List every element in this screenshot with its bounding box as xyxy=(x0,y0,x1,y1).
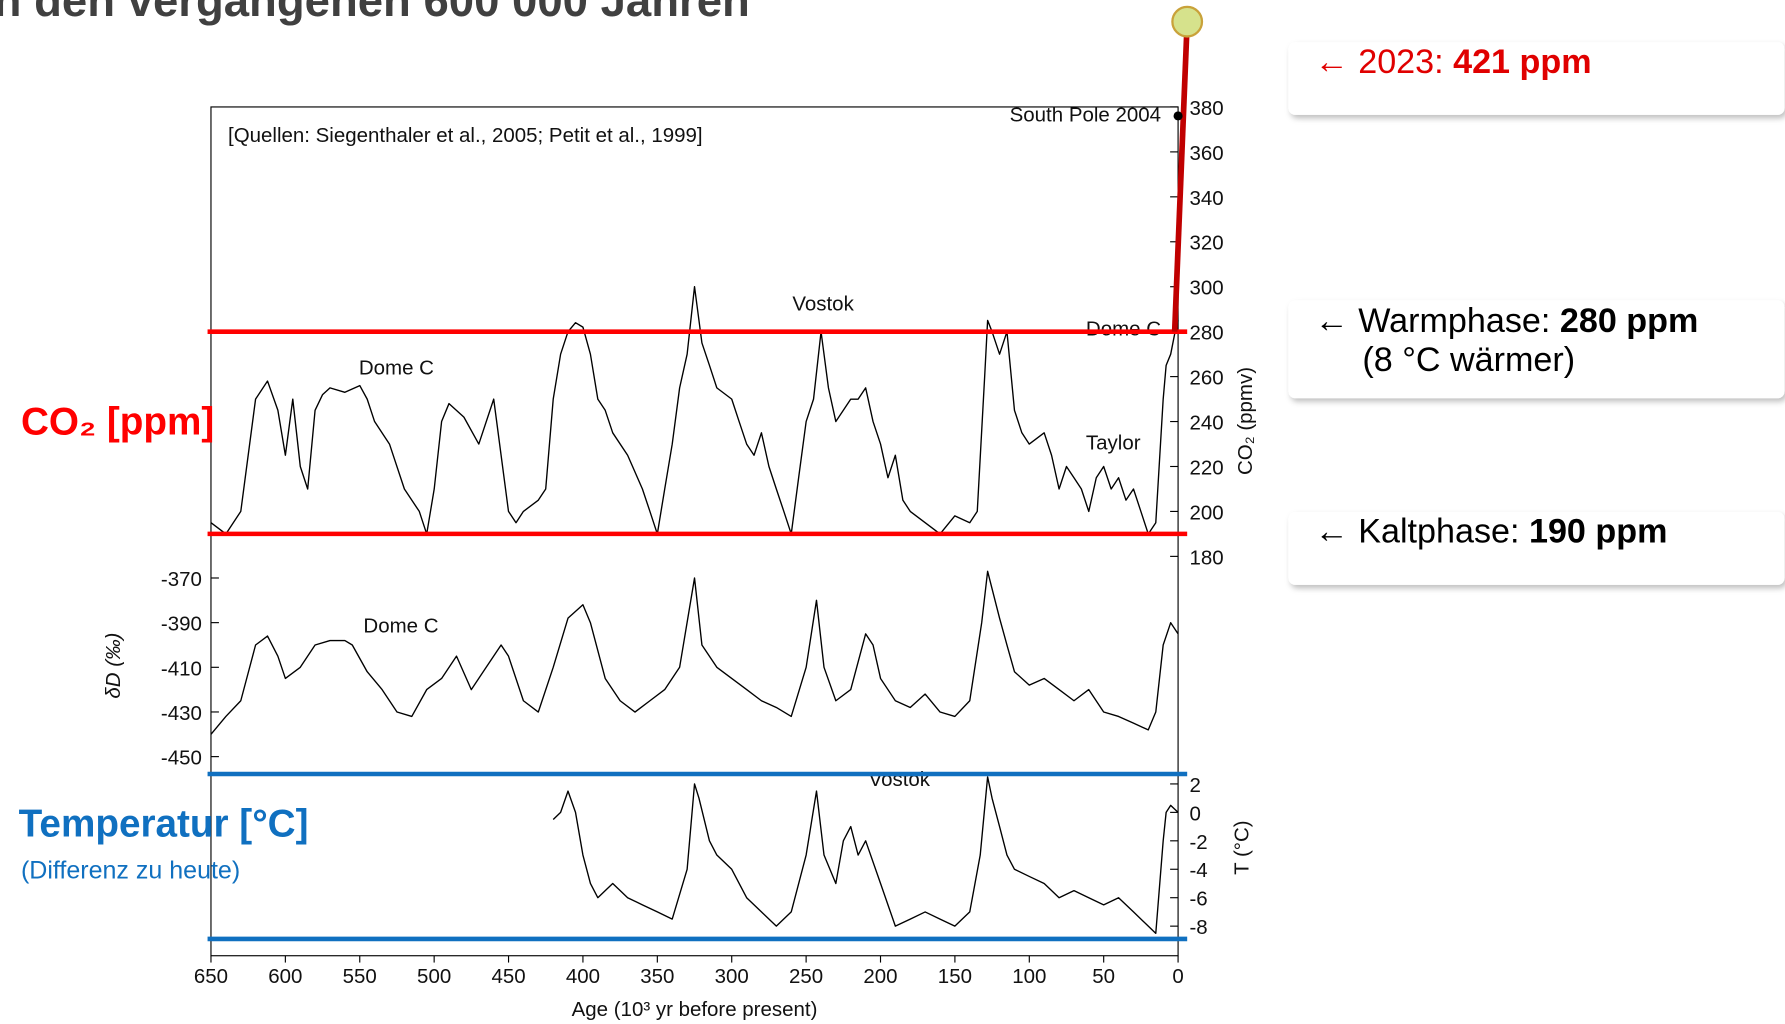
callout-box xyxy=(1288,300,1785,399)
x-tick-label: 550 xyxy=(343,965,377,988)
y-tick-label: 200 xyxy=(1189,501,1223,524)
y-axis-label: CO₂ (ppmv) xyxy=(1234,367,1257,475)
side-sublabel: (Differenz zu heute) xyxy=(21,856,240,884)
data-line xyxy=(552,776,1179,935)
callout-note: (8 °C wärmer) xyxy=(1362,341,1575,379)
y-tick-label: -4 xyxy=(1189,859,1207,882)
annotation: Taylor xyxy=(1086,431,1141,454)
x-tick-label: 200 xyxy=(863,965,897,988)
y-tick-label: 300 xyxy=(1189,277,1223,300)
data-line xyxy=(210,286,1179,535)
callout-label: ← Warmphase: xyxy=(1315,302,1560,340)
annotation: South Pole 2004 xyxy=(1010,104,1161,127)
x-tick-label: 50 xyxy=(1092,965,1115,988)
y-tick-label: -410 xyxy=(161,657,202,680)
side-label: CO₂ [ppm] xyxy=(21,401,214,444)
y-tick-label: -6 xyxy=(1189,888,1207,911)
y-tick-label: 240 xyxy=(1189,412,1223,435)
x-tick-label: 150 xyxy=(938,965,972,988)
callout-value: 190 ppm xyxy=(1529,513,1667,551)
side-label: Temperatur [°C] xyxy=(19,802,309,845)
annotation: Dome C xyxy=(363,615,438,638)
x-tick-label: 600 xyxy=(268,965,302,988)
plot-frame xyxy=(210,106,1179,957)
callout: ← 2023: 421 ppm xyxy=(1288,42,1785,115)
y-tick-label: 280 xyxy=(1189,322,1223,345)
present-point xyxy=(1171,5,1204,38)
y-tick-label: 380 xyxy=(1189,97,1223,120)
x-axis-label: Age (10³ yr before present) xyxy=(572,998,818,1021)
callout-text: ← Kaltphase: 190 ppm xyxy=(1315,513,1668,551)
y-tick-label: 0 xyxy=(1189,802,1200,825)
y-tick-label: -8 xyxy=(1189,916,1207,939)
x-tick-label: 0 xyxy=(1172,965,1183,988)
callout-label: ← Kaltphase: xyxy=(1315,513,1529,551)
x-tick-label: 400 xyxy=(566,965,600,988)
callout-value: 421 ppm xyxy=(1453,43,1591,81)
x-tick-label: 500 xyxy=(417,965,451,988)
callout-label: ← 2023: xyxy=(1315,43,1453,81)
slide-title: n den vergangenen 600 000 Jahren xyxy=(0,0,750,26)
present-line xyxy=(1171,21,1191,332)
y-tick-label: 220 xyxy=(1189,456,1223,479)
data-line xyxy=(210,570,1179,735)
y-tick-label: -2 xyxy=(1189,831,1207,854)
y-tick-label: 2 xyxy=(1189,774,1200,797)
y-tick-label: 360 xyxy=(1189,142,1223,165)
x-tick-label: 650 xyxy=(194,965,228,988)
y-axis-label: δD (‰) xyxy=(102,633,125,699)
callout-box xyxy=(1288,512,1785,585)
x-tick-label: 450 xyxy=(491,965,525,988)
y-tick-label: -450 xyxy=(161,747,202,770)
callout: ← Warmphase: 280 ppm (8 °C wärmer) xyxy=(1288,300,1785,399)
annotation: Vostok xyxy=(869,768,931,791)
x-tick-label: 350 xyxy=(640,965,674,988)
annotation: Dome C xyxy=(1086,318,1161,341)
data-point xyxy=(1173,111,1183,121)
y-tick-label: 320 xyxy=(1189,232,1223,255)
annotation: Vostok xyxy=(792,293,854,316)
x-tick-label: 250 xyxy=(789,965,823,988)
y-tick-label: -370 xyxy=(161,568,202,591)
y-tick-label: 340 xyxy=(1189,187,1223,210)
y-tick-label: -390 xyxy=(161,613,202,636)
y-axis-label: T (°C) xyxy=(1231,820,1254,874)
callout-box xyxy=(1288,42,1785,115)
callout: ← Kaltphase: 190 ppm xyxy=(1288,512,1785,585)
y-tick-label: 260 xyxy=(1189,367,1223,390)
annotation: [Quellen: Siegenthaler et al., 2005; Pet… xyxy=(228,124,703,147)
callout-value: 280 ppm xyxy=(1560,302,1698,340)
callout-text: ← 2023: 421 ppm xyxy=(1315,43,1592,81)
y-tick-label: 180 xyxy=(1189,546,1223,569)
annotation: Dome C xyxy=(359,356,434,379)
callout-text: ← Warmphase: 280 ppm xyxy=(1315,302,1699,340)
x-tick-label: 100 xyxy=(1012,965,1046,988)
x-tick-label: 300 xyxy=(715,965,749,988)
y-tick-label: -430 xyxy=(161,702,202,725)
